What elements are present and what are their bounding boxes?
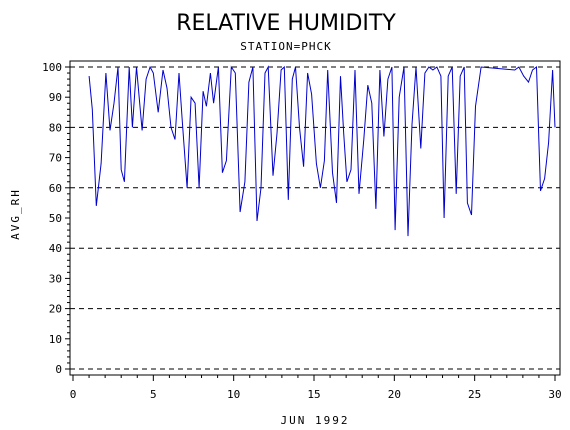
y-axis-label: AVG_RH bbox=[9, 188, 22, 240]
x-tick-label: 30 bbox=[548, 388, 561, 401]
series-line-avg-rh bbox=[88, 65, 556, 237]
x-tick-label: 5 bbox=[150, 388, 157, 401]
y-tick-label: 30 bbox=[49, 272, 62, 285]
y-tick-label: 60 bbox=[49, 182, 62, 195]
y-tick-label: 100 bbox=[42, 61, 62, 74]
x-tick-label: 0 bbox=[70, 388, 77, 401]
x-axis-label: JUN 1992 bbox=[281, 414, 350, 427]
y-tick-label: 90 bbox=[49, 91, 62, 104]
chart-title: RELATIVE HUMIDITY bbox=[176, 11, 396, 36]
x-tick-label: 20 bbox=[388, 388, 401, 401]
reference-lines bbox=[70, 66, 560, 370]
y-tick-label: 80 bbox=[49, 121, 62, 134]
y-tick-label: 40 bbox=[49, 242, 62, 255]
x-tick-label: 25 bbox=[468, 388, 481, 401]
y-tick-label: 50 bbox=[49, 212, 62, 225]
y-axis-ticks: 0 10 20 30 40 50 60 70 80 90 100 bbox=[42, 61, 70, 376]
y-tick-label: 20 bbox=[49, 303, 62, 316]
y-tick-label: 0 bbox=[55, 363, 62, 376]
y-tick-label: 10 bbox=[49, 333, 62, 346]
y-tick-label: 70 bbox=[49, 152, 62, 165]
x-tick-label: 10 bbox=[227, 388, 240, 401]
x-tick-label: 15 bbox=[307, 388, 320, 401]
x-axis-ticks: 0 5 10 15 20 25 30 bbox=[70, 375, 562, 401]
chart-subtitle: STATION=PHCK bbox=[240, 40, 331, 53]
